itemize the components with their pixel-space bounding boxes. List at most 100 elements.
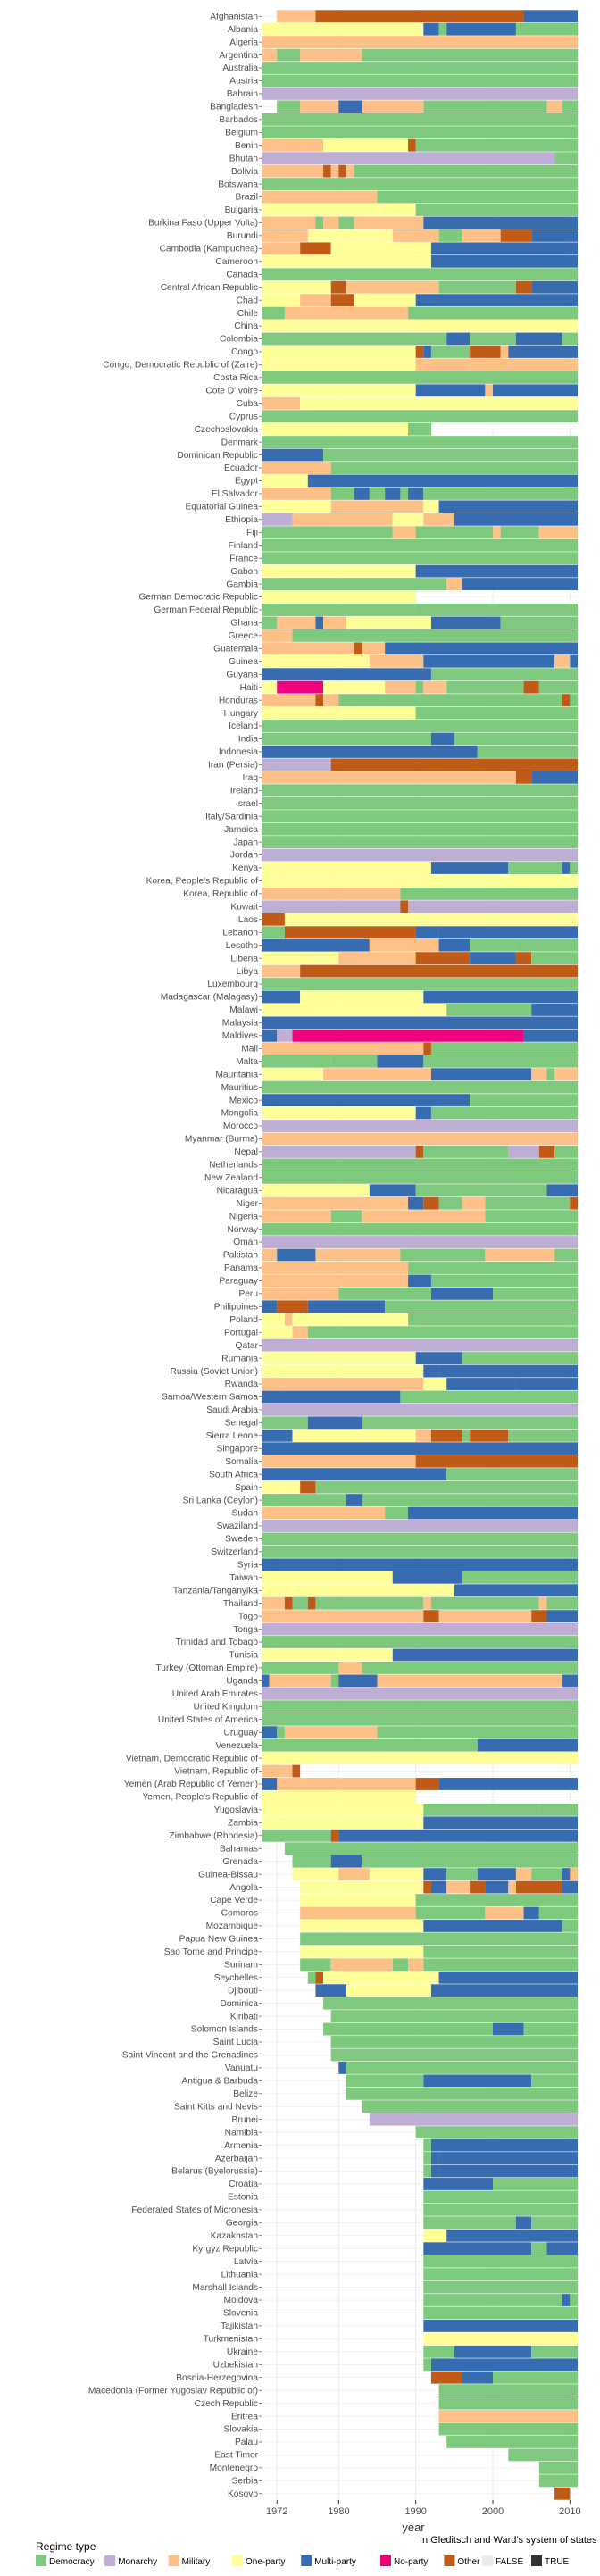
regime-segment xyxy=(262,1196,293,1210)
regime-segment xyxy=(362,100,424,113)
regime-segment xyxy=(438,2422,578,2436)
regime-segment xyxy=(415,1184,547,1197)
regime-segment xyxy=(377,1055,424,1068)
country-label: Armenia xyxy=(224,2141,258,2151)
regime-segment xyxy=(292,1029,524,1042)
regime-segment xyxy=(515,1378,578,1390)
regime-segment xyxy=(385,487,401,500)
regime-segment xyxy=(415,384,486,397)
regime-segment xyxy=(415,346,424,358)
regime-segment xyxy=(330,1184,370,1197)
regime-segment xyxy=(446,1378,516,1390)
country-label: Antigua & Barbuda xyxy=(181,2077,258,2087)
regime-segment xyxy=(315,1248,401,1262)
regime-segment xyxy=(262,229,308,242)
country-label: Gambia xyxy=(226,579,258,589)
regime-segment xyxy=(430,2138,578,2152)
country-label: Moldova xyxy=(223,2296,258,2305)
regime-segment xyxy=(423,1945,578,1958)
regime-segment xyxy=(538,1906,578,1920)
regime-segment xyxy=(362,1661,578,1674)
regime-segment xyxy=(470,1429,509,1442)
country-label: Solomon Islands xyxy=(191,2025,258,2035)
regime-segment xyxy=(438,1364,578,1378)
regime-segment xyxy=(262,668,431,681)
regime-segment xyxy=(262,1687,578,1700)
country-label: Israel xyxy=(236,799,258,809)
regime-segment xyxy=(423,2268,578,2281)
regime-segment xyxy=(346,1494,362,1506)
country-label: Sweden xyxy=(225,1535,258,1545)
regime-segment xyxy=(262,1494,346,1506)
regime-segment xyxy=(408,900,578,913)
country-label: Cuba xyxy=(237,399,259,409)
regime-segment xyxy=(262,1596,285,1610)
regime-segment xyxy=(362,48,578,62)
x-tick-label: 2010 xyxy=(559,2506,580,2517)
regime-segment xyxy=(284,1313,293,1326)
regime-segment xyxy=(531,280,578,294)
country-label: Nicaragua xyxy=(217,1186,259,1196)
regime-segment xyxy=(315,1971,324,1984)
regime-segment xyxy=(438,1778,578,1790)
legend-key-no-party xyxy=(380,2555,391,2566)
regime-segment xyxy=(277,680,324,694)
regime-segment xyxy=(330,462,578,474)
country-label: Yemen, People's Republic of xyxy=(142,1793,258,1803)
country-label: Dominica xyxy=(221,1999,259,2009)
regime-segment xyxy=(300,1906,416,1920)
regime-segment xyxy=(330,294,354,307)
regime-segment xyxy=(262,178,578,191)
regime-segment xyxy=(570,654,578,668)
country-label: Liberia xyxy=(230,954,258,963)
regime-segment xyxy=(292,1196,409,1210)
regime-segment xyxy=(415,138,578,152)
country-label: Cyprus xyxy=(229,412,258,421)
regime-segment xyxy=(415,204,578,216)
regime-segment xyxy=(262,578,447,590)
regime-segment xyxy=(415,1352,462,1365)
country-label: Ecuador xyxy=(224,463,259,473)
regime-segment xyxy=(262,1713,578,1726)
country-label: Gabon xyxy=(230,567,258,577)
regime-segment xyxy=(262,564,416,578)
regime-segment xyxy=(330,758,578,771)
regime-segment xyxy=(508,346,578,358)
regime-segment xyxy=(323,1068,431,1081)
regime-segment xyxy=(423,2178,494,2190)
country-label: Azerbaijan xyxy=(215,2154,258,2163)
regime-segment xyxy=(300,48,362,62)
regime-segment xyxy=(438,229,462,242)
regime-segment xyxy=(262,1816,424,1830)
regime-segment xyxy=(315,1984,346,1997)
regime-segment xyxy=(423,1596,431,1610)
regime-segment xyxy=(408,422,431,436)
regime-segment xyxy=(262,462,331,474)
legend-label: No-party xyxy=(394,2557,428,2567)
regime-segment xyxy=(262,1120,578,1132)
regime-segment xyxy=(462,1571,578,1584)
country-label: France xyxy=(229,554,258,563)
regime-segment xyxy=(430,1571,462,1584)
regime-segment xyxy=(423,346,431,358)
regime-segment xyxy=(262,938,370,952)
regime-segment xyxy=(338,1661,362,1674)
regime-segment xyxy=(415,1455,431,1468)
regime-segment xyxy=(430,1042,578,1055)
regime-segment xyxy=(284,1726,378,1739)
country-label: Saint Lucia xyxy=(213,2038,259,2047)
x-axis: 1972 1980 1990 2000 2010 xyxy=(266,2500,581,2517)
country-label: Sao Tome and Principe xyxy=(164,1947,258,1957)
regime-segment xyxy=(377,190,578,204)
regime-segment xyxy=(277,48,301,62)
country-label: Guyana xyxy=(226,670,258,679)
regime-segment xyxy=(300,1945,424,1958)
regime-segment xyxy=(262,874,578,888)
regime-segment xyxy=(330,1210,362,1223)
country-label: German Democratic Republic xyxy=(138,593,258,603)
country-label: Comoros xyxy=(221,1909,258,1919)
regime-segment xyxy=(500,229,532,242)
regime-segment xyxy=(438,938,471,952)
regime-segment xyxy=(508,1880,516,1894)
country-label: Nigeria xyxy=(229,1212,259,1221)
